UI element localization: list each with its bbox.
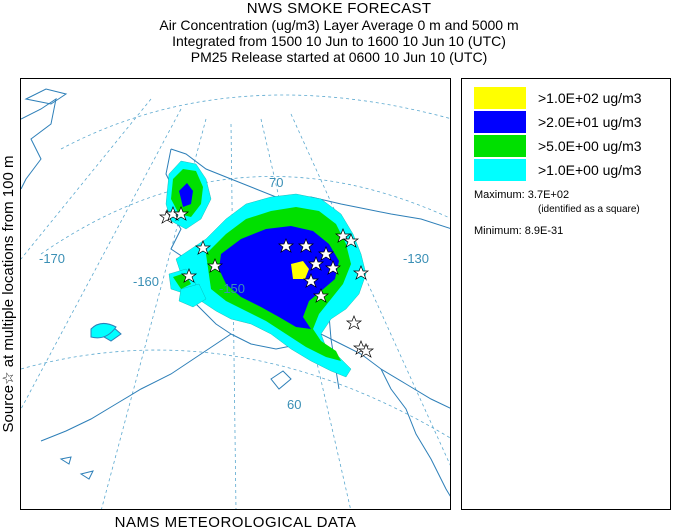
source-star <box>357 343 375 358</box>
title-line-integration: Integrated from 1500 10 Jun to 1600 10 J… <box>172 33 506 49</box>
source-star <box>345 315 363 330</box>
source-star <box>302 273 320 288</box>
source-star <box>194 240 212 255</box>
lat-label-70: 70 <box>269 175 283 190</box>
legend-label-20: >2.0E+01 ug/m3 <box>538 114 642 130</box>
lon-line-180 <box>21 98 152 260</box>
lon-line-170 <box>21 108 182 410</box>
legend-label-1: >1.0E+00 ug/m3 <box>538 162 642 178</box>
legend-max-note: (identified as a square) <box>538 204 640 215</box>
source-star <box>172 206 190 221</box>
title-block: NWS SMOKE FORECAST Air Concentration (ug… <box>0 0 678 65</box>
source-label-text: Source☆ at multiple locations from 100 m <box>0 155 17 433</box>
legend-item-1: >1.0E+00 ug/m3 <box>474 159 664 181</box>
arctic-island <box>24 88 68 105</box>
source-star <box>352 265 370 280</box>
southeast-alaska-coast <box>380 368 450 497</box>
nunivak-island <box>90 323 117 339</box>
plume-level-1-sw <box>178 283 207 308</box>
legend-swatch-yellow <box>474 87 526 109</box>
smoke-map: 70 60 -170 -160 -150 -130 <box>21 88 450 509</box>
kodiak-island <box>270 370 292 390</box>
lon-line-130 <box>290 113 450 466</box>
lat-label-60: 60 <box>287 397 301 412</box>
plume-level-20-north <box>179 183 193 207</box>
smoke-plumes <box>165 160 367 378</box>
source-star <box>297 238 315 253</box>
legend-item-100: >1.0E+02 ug/m3 <box>474 87 664 109</box>
legend-panel: >1.0E+02 ug/m3 >2.0E+01 ug/m3 >5.0E+00 u… <box>461 78 671 510</box>
source-star <box>312 288 330 303</box>
legend-swatch-cyan <box>474 159 526 181</box>
lon-label-150: -150 <box>219 281 245 296</box>
plume-level-20-main <box>219 226 339 329</box>
source-star <box>307 256 325 271</box>
source-side-label: Source☆ at multiple locations from 100 m <box>0 78 18 510</box>
lon-label-160: -160 <box>133 274 159 289</box>
bering-islet-2 <box>79 470 94 480</box>
source-star <box>206 258 224 273</box>
siberia-coast <box>21 97 57 190</box>
legend-maximum: Maximum: 3.7E+02 <box>474 189 570 201</box>
source-markers <box>158 206 375 358</box>
map-panel: 70 60 -170 -160 -150 -130 <box>20 78 451 510</box>
legend-label-5: >5.0E+00 ug/m3 <box>538 138 642 154</box>
legend-label-100: >1.0E+02 ug/m3 <box>538 90 642 106</box>
lon-line-140 <box>260 118 351 509</box>
alaska-south-coast <box>230 333 450 409</box>
lat-line-70 <box>40 176 450 255</box>
source-star <box>180 268 198 283</box>
legend-minimum: Minimum: 8.9E-31 <box>474 225 564 237</box>
source-star <box>342 233 360 248</box>
alaska-peninsula <box>40 333 232 442</box>
legend-item-5: >5.0E+00 ug/m3 <box>474 135 664 157</box>
legend-swatch-blue <box>474 111 526 133</box>
source-star <box>324 260 342 275</box>
met-data-footer: NAMS METEOROLOGICAL DATA <box>114 514 357 531</box>
bering-islet-1 <box>59 456 72 465</box>
forecast-title: NWS SMOKE FORECAST <box>246 0 432 17</box>
title-line-release: PM25 Release started at 0600 10 Jun 10 (… <box>190 49 488 65</box>
legend-item-20: >2.0E+01 ug/m3 <box>474 111 664 133</box>
legend-swatch-green <box>474 135 526 157</box>
lat-line-60 <box>21 349 450 439</box>
grid-labels: 70 60 -170 -160 -150 -130 <box>39 175 429 412</box>
source-star <box>277 238 295 253</box>
lon-label-130: -130 <box>403 251 429 266</box>
lon-label-170: -170 <box>39 251 65 266</box>
lat-line-80 <box>60 94 450 150</box>
title-line-concentration: Air Concentration (ug/m3) Layer Average … <box>159 17 519 33</box>
plume-level-100-core <box>291 261 309 279</box>
source-star <box>317 246 335 261</box>
